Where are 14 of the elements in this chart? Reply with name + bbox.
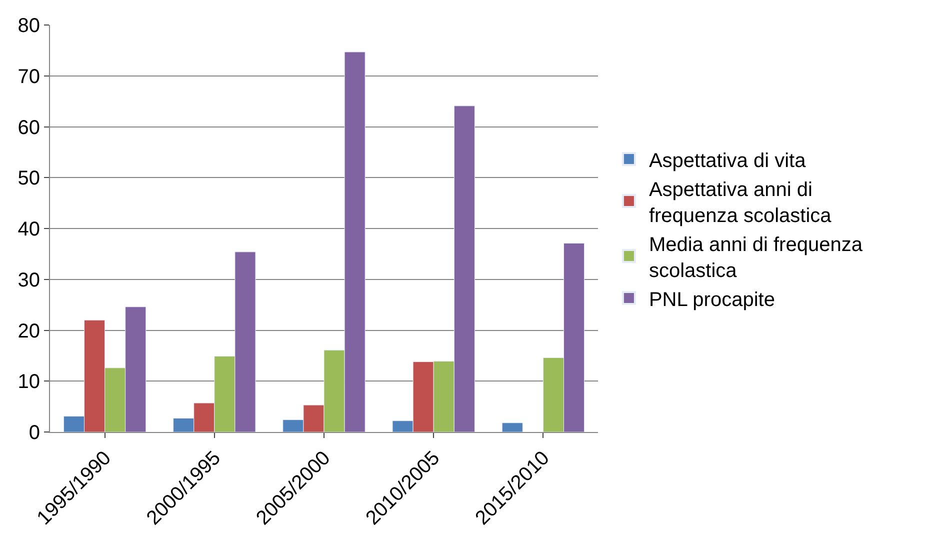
legend-label: Aspettativa di vita: [648, 150, 807, 172]
legend-label: PNL procapite: [648, 288, 775, 311]
y-tick-label: 30: [18, 269, 40, 292]
y-tick-label: 70: [18, 66, 40, 88]
y-tick-label: 50: [18, 168, 40, 190]
y-tick-label: 80: [18, 15, 40, 37]
bar: [502, 422, 523, 432]
legend-label: Aspettativa anni di frequenza scolastica: [648, 178, 832, 227]
y-tick-label: 40: [18, 218, 40, 240]
y-tick-label: 0: [28, 422, 40, 444]
y-tick-label: 20: [18, 320, 40, 342]
y-tick-label: 60: [18, 116, 40, 139]
legend-label: Media anni di frequenza scolastica: [648, 234, 864, 282]
y-tick-label: 10: [18, 371, 40, 394]
